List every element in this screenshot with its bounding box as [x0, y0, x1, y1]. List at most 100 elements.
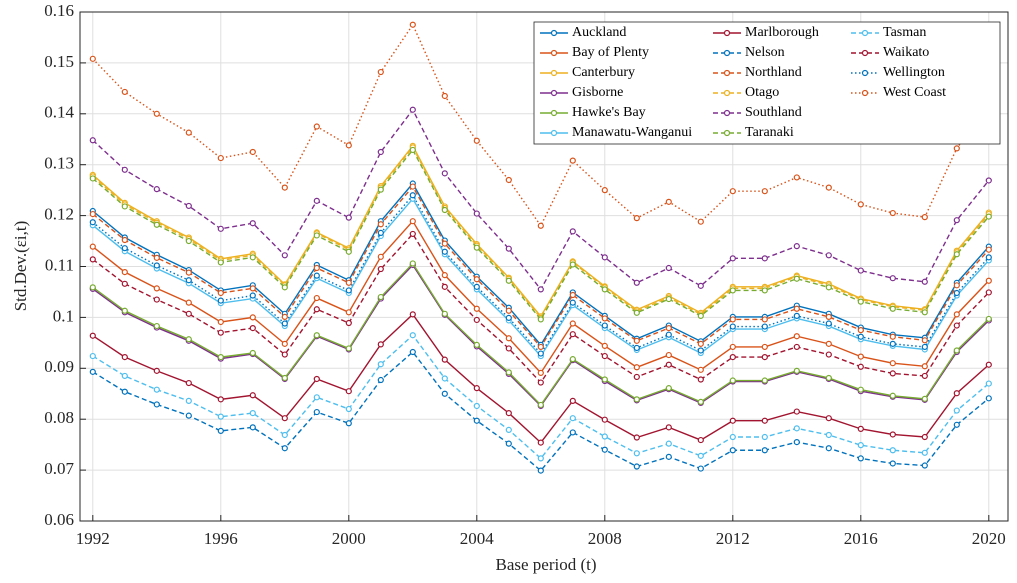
data-point — [985, 380, 992, 387]
legend-marker — [550, 89, 558, 97]
series-line — [92, 350, 990, 472]
data-point — [953, 282, 960, 289]
data-point — [89, 137, 96, 144]
data-point — [857, 386, 864, 393]
data-point — [441, 240, 448, 247]
data-point — [153, 296, 160, 303]
data-point — [281, 184, 288, 191]
data-point — [601, 286, 608, 293]
data-point — [793, 408, 800, 415]
data-point — [793, 174, 800, 181]
data-point — [569, 299, 576, 306]
data-point — [441, 272, 448, 279]
data-point — [889, 392, 896, 399]
data-point — [601, 376, 608, 383]
legend-marker — [723, 129, 731, 137]
data-point — [793, 275, 800, 282]
data-point — [537, 401, 544, 409]
data-point — [473, 402, 480, 410]
data-point — [921, 433, 928, 441]
data-point — [89, 243, 96, 250]
data-point — [729, 433, 736, 441]
data-point — [345, 319, 352, 327]
data-point — [857, 455, 864, 462]
data-point — [153, 186, 160, 193]
data-point — [921, 449, 928, 456]
data-point — [249, 148, 256, 156]
data-point — [953, 421, 960, 428]
data-point — [345, 214, 352, 221]
legend: Auckland Bay of Plenty Canterbury Gisborne H… — [533, 21, 1001, 145]
data-point — [857, 333, 864, 340]
series-line — [92, 334, 990, 460]
data-point — [89, 210, 96, 218]
data-point — [569, 291, 576, 299]
data-point — [985, 246, 992, 253]
data-point — [345, 420, 352, 427]
data-point — [313, 272, 320, 279]
data-point — [89, 256, 96, 263]
data-point — [761, 316, 768, 323]
legend-marker — [861, 49, 869, 57]
data-point — [473, 283, 480, 290]
data-point — [409, 230, 416, 238]
data-point — [825, 415, 832, 422]
data-point — [569, 415, 576, 422]
data-point — [505, 345, 512, 352]
data-point — [249, 349, 256, 357]
data-point — [409, 106, 416, 113]
data-point — [537, 439, 544, 446]
data-point — [249, 314, 256, 321]
data-point — [633, 434, 640, 441]
data-point — [121, 88, 128, 96]
data-point — [441, 206, 448, 214]
data-point — [665, 264, 672, 272]
data-point — [345, 405, 352, 413]
x-tick-label: 2016 — [844, 529, 878, 548]
data-point — [825, 284, 832, 291]
data-point — [153, 110, 160, 117]
data-point — [665, 351, 672, 359]
data-point — [313, 332, 320, 339]
data-point — [825, 320, 832, 327]
data-point — [825, 431, 832, 439]
data-point — [473, 385, 480, 392]
data-point — [601, 433, 608, 440]
data-point — [281, 252, 288, 259]
data-point — [601, 446, 608, 453]
data-point — [729, 316, 736, 323]
data-point — [121, 372, 128, 380]
data-point — [345, 388, 352, 395]
legend-label: Gisborne — [572, 85, 623, 100]
data-point — [985, 254, 992, 261]
data-point — [345, 345, 352, 352]
data-point — [601, 187, 608, 194]
data-point — [537, 467, 544, 474]
data-point — [569, 356, 576, 363]
data-point — [377, 68, 384, 76]
data-point — [473, 210, 480, 217]
data-point — [473, 276, 480, 283]
data-point — [889, 447, 896, 454]
data-point — [793, 243, 800, 250]
data-point — [569, 228, 576, 235]
data-point — [89, 175, 96, 182]
data-point — [761, 377, 768, 384]
data-point — [633, 279, 640, 286]
data-point — [889, 333, 896, 340]
data-point — [89, 284, 96, 291]
data-point — [537, 343, 544, 351]
data-point — [601, 322, 608, 329]
data-point — [665, 440, 672, 447]
data-point — [665, 331, 672, 338]
data-point — [953, 145, 960, 152]
data-point — [505, 440, 512, 447]
data-point — [921, 309, 928, 316]
data-point — [665, 361, 672, 368]
data-point — [761, 255, 768, 262]
data-point — [985, 395, 992, 402]
data-point — [153, 262, 160, 269]
data-point — [825, 340, 832, 347]
data-point — [729, 343, 736, 351]
